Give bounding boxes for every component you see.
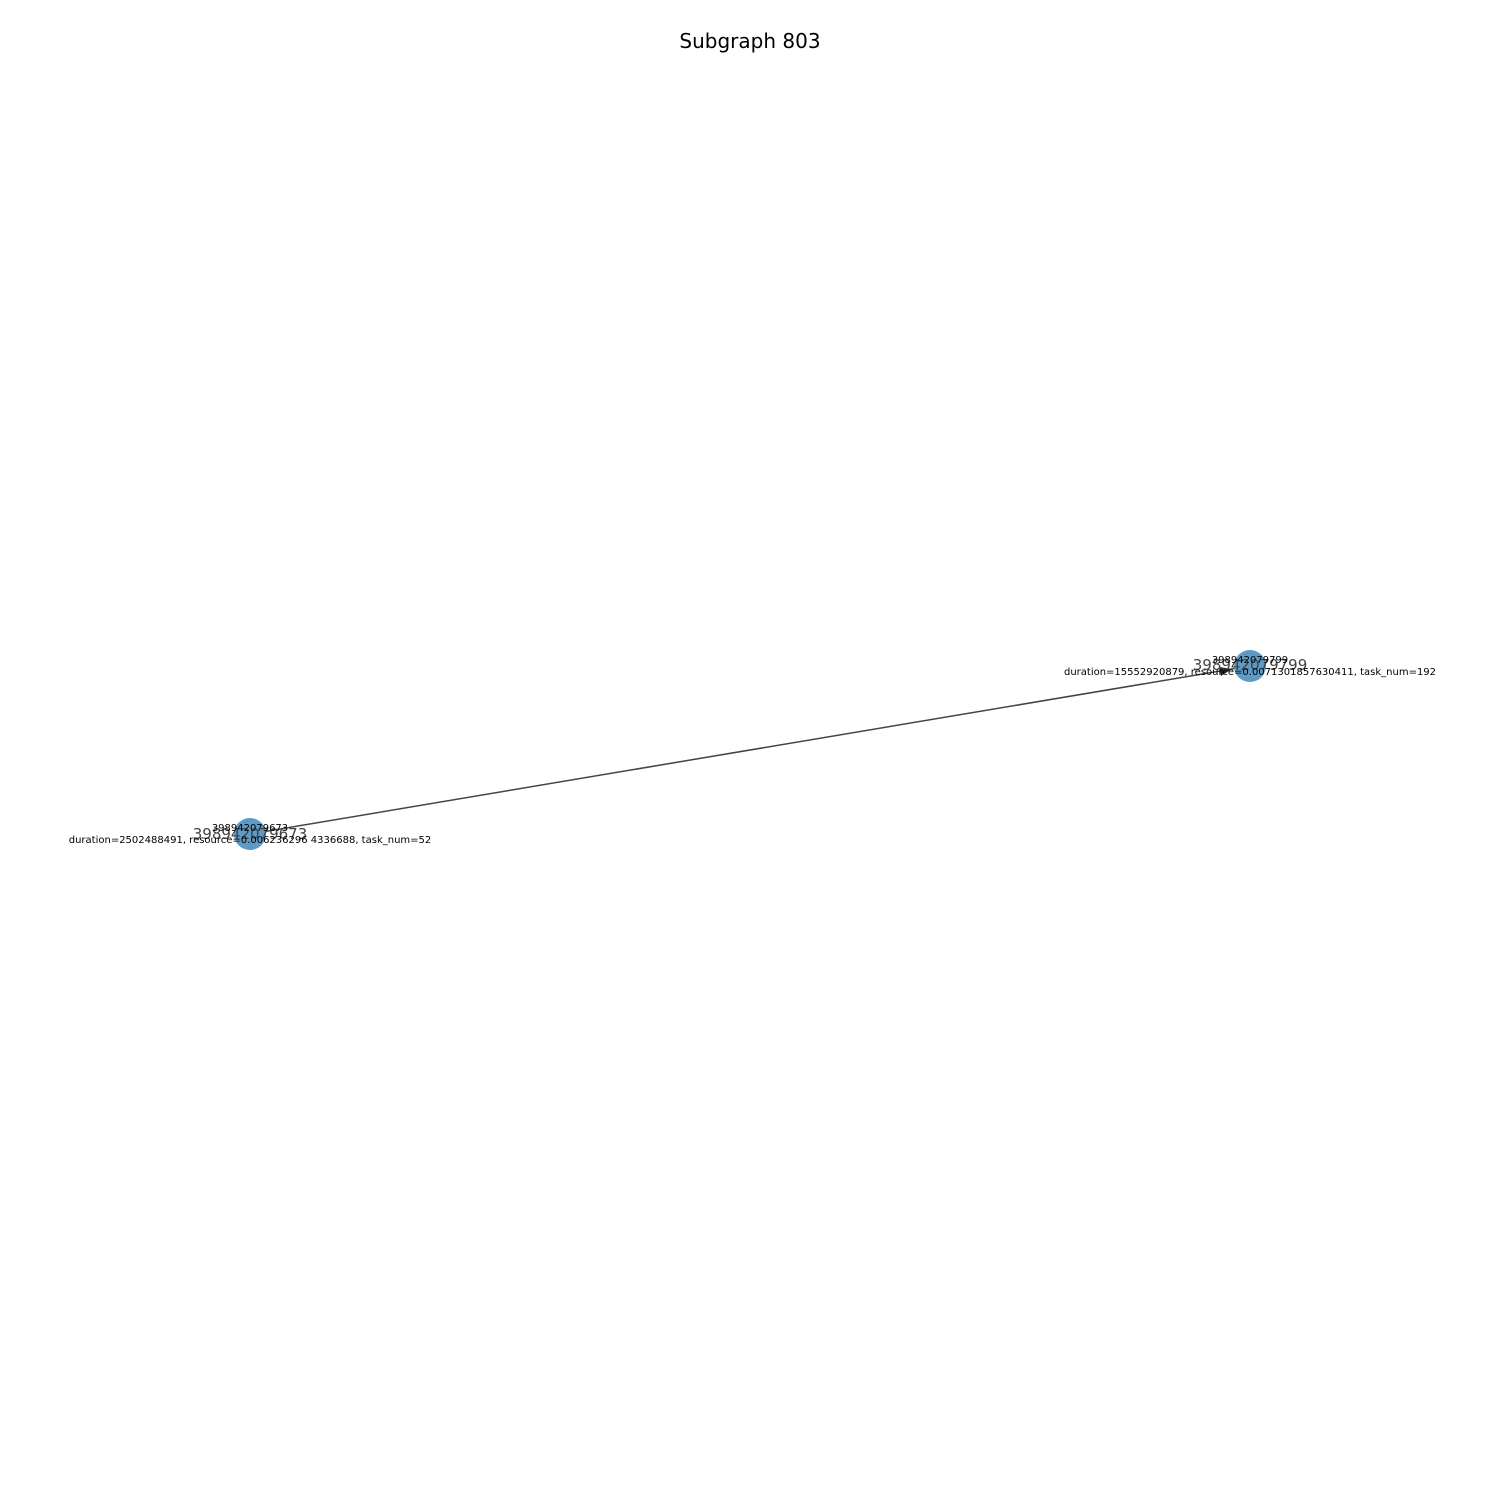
graph-edge bbox=[249, 665, 1251, 835]
edge-arrowhead-icon bbox=[1219, 667, 1232, 676]
node-detail-name: 398942079799 bbox=[1212, 655, 1288, 666]
node-id-label: 398942079799 bbox=[1193, 656, 1308, 674]
graph-node[interactable]: 398942079799 398942079799 duration=15552… bbox=[1064, 650, 1436, 682]
node-detail-attrs: duration=2502488491, resource=0.00623629… bbox=[69, 835, 432, 846]
node-detail-attrs: duration=15552920879, resource=0.0071301… bbox=[1064, 667, 1436, 678]
graph-title: Subgraph 803 bbox=[679, 29, 820, 53]
node-detail-name: 398942079673 bbox=[212, 823, 288, 834]
node-circle[interactable] bbox=[234, 818, 266, 850]
node-circle[interactable] bbox=[1234, 650, 1266, 682]
graph-node[interactable]: 398942079673 398942079673 duration=25024… bbox=[69, 818, 432, 850]
node-id-label: 398942079673 bbox=[193, 825, 308, 843]
